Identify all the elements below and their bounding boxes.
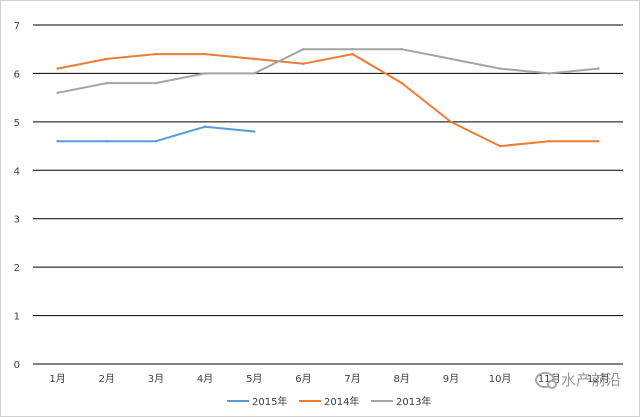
data-point [449,120,453,124]
series-line-0 [56,125,256,143]
data-point [203,72,207,75]
y-axis-ticks: 0 1 2 3 4 5 6 7 [14,21,20,371]
watermark-text: 水产前沿 [560,371,621,389]
series-line-2 [56,48,600,94]
x-tick-label: 6月 [295,373,311,385]
legend-label: 2013年 [396,395,431,408]
data-point [253,72,256,75]
data-point [154,140,158,143]
data-point [400,81,403,85]
data-point [449,57,453,61]
data-point [498,144,502,148]
x-tick-label: 3月 [148,373,164,385]
y-tick-label: 1 [14,312,20,323]
data-point [105,57,108,61]
data-point [203,125,207,128]
data-point [597,67,600,70]
data-point [105,140,108,143]
data-point [56,67,59,70]
y-tick-label: 0 [14,360,20,371]
x-tick-label: 2月 [99,373,115,385]
data-point [400,48,403,51]
x-tick-label: 5月 [246,373,262,385]
data-point [253,130,256,133]
watermark: 水产前沿 [534,369,621,390]
y-tick-label: 5 [14,118,20,129]
data-point [302,48,305,51]
data-point [56,140,59,143]
data-point [351,52,354,56]
x-axis-ticks: 1月 2月 3月 4月 5月 6月 7月 8月 9月 10月 11月 12月 [49,373,609,385]
legend: 2015年 2014年 2013年 [227,395,431,408]
legend-label: 2014年 [324,395,359,408]
y-tick-label: 6 [14,69,20,80]
x-tick-label: 8月 [394,373,410,385]
series-lines [56,48,600,148]
x-tick-label: 10月 [489,373,512,385]
data-point [597,140,600,143]
x-tick-label: 1月 [49,373,65,385]
y-tick-label: 7 [14,21,20,32]
data-point [548,72,551,75]
gridlines [33,24,623,365]
x-tick-label: 7月 [344,373,360,385]
data-point [203,52,207,56]
data-point [351,48,354,51]
series-line-1 [56,53,600,148]
data-point [498,67,502,70]
x-tick-label: 9月 [443,373,459,385]
x-tick-label: 4月 [197,373,213,385]
data-point [253,57,256,61]
x-tick-label: 12月 [587,373,610,385]
wechat-icon [534,371,557,389]
data-point [548,140,551,143]
data-point [105,81,108,85]
y-tick-label: 2 [14,263,20,274]
y-tick-label: 3 [14,215,20,226]
legend-label: 2015年 [252,395,287,408]
data-point [302,62,305,65]
data-point [154,81,158,85]
data-point [154,52,158,56]
data-point [56,91,59,95]
y-tick-label: 4 [14,166,20,177]
